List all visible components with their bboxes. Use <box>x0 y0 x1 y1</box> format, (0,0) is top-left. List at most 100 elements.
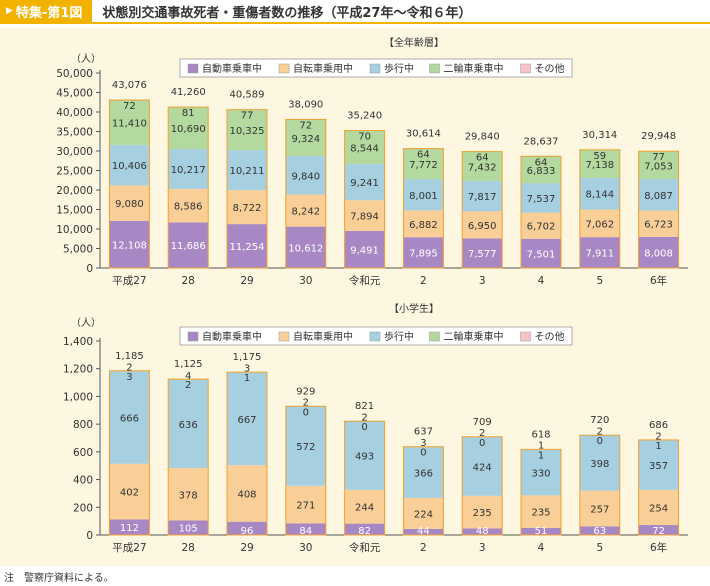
bar-outline <box>344 130 386 269</box>
data-label: 0 <box>420 448 426 459</box>
bar-segment <box>285 226 326 268</box>
data-label: 8,242 <box>291 207 320 218</box>
bar-outline <box>638 150 680 269</box>
bar-segment <box>285 119 326 157</box>
bar-segment <box>521 449 561 496</box>
y-tick-label: 200 <box>73 502 93 514</box>
data-label: 7,894 <box>350 212 379 223</box>
data-label: 0 <box>479 438 485 449</box>
bar-segment <box>462 180 503 212</box>
bar-segment <box>344 130 385 165</box>
category-label: 29 <box>240 275 253 287</box>
total-label: 35,240 <box>347 111 382 122</box>
bar-segment <box>638 210 679 237</box>
y-tick-label: 30,000 <box>56 146 93 158</box>
bar-segment <box>403 497 444 529</box>
total-label: 618 <box>531 429 550 440</box>
y-tick-label: 800 <box>73 419 93 431</box>
data-label: 244 <box>355 503 374 514</box>
bar-outline <box>285 118 327 269</box>
legend-swatch <box>369 331 381 342</box>
data-label: 254 <box>649 503 668 514</box>
bar-segment <box>579 526 620 535</box>
data-label: 2 <box>655 431 661 442</box>
bar-segment <box>168 149 209 189</box>
y-tick-label: 1,000 <box>63 391 93 403</box>
bar-outline <box>226 371 268 536</box>
total-label: 29,948 <box>641 131 676 142</box>
data-label: 82 <box>358 526 371 537</box>
bar-outline <box>167 378 209 536</box>
data-label: 330 <box>531 469 550 480</box>
data-label: 235 <box>473 508 492 519</box>
bar-segment <box>344 421 385 490</box>
total-label: 40,589 <box>230 90 265 101</box>
bar-segment <box>344 230 385 268</box>
data-label: 424 <box>473 462 492 473</box>
data-label: 70 <box>358 132 371 143</box>
data-label: 572 <box>296 442 315 453</box>
category-label: 6年 <box>650 274 667 287</box>
legend-swatch <box>520 331 531 342</box>
data-label: 7,062 <box>585 219 614 230</box>
bar-segment <box>109 519 150 535</box>
data-label: 2 <box>361 413 367 424</box>
data-label: 0 <box>303 407 309 418</box>
total-label: 709 <box>473 417 492 428</box>
total-label: 929 <box>296 386 315 397</box>
data-label: 408 <box>237 489 256 500</box>
bar-segment <box>521 238 561 268</box>
category-label: 4 <box>538 542 545 554</box>
bar-segment <box>109 100 150 145</box>
data-label: 84 <box>299 526 312 537</box>
bar-segment <box>462 528 503 535</box>
bar-outline <box>638 439 680 536</box>
bar-segment <box>403 179 444 211</box>
bar-segment <box>521 527 561 535</box>
bar-outline <box>226 109 268 269</box>
data-label: 96 <box>241 526 254 537</box>
bar-segment <box>403 528 444 535</box>
data-label: 9,324 <box>291 134 320 145</box>
total-label: 38,090 <box>288 99 323 110</box>
data-label: 72 <box>123 101 136 112</box>
chart-panel: 【全年齢層】 （人） 0 5,000 10,000 15,000 20,000 25,000 3… <box>0 28 710 566</box>
data-label: 0 <box>597 436 603 447</box>
total-label: 637 <box>414 427 433 438</box>
bar-segment <box>579 177 620 210</box>
data-label: 398 <box>590 459 609 470</box>
data-label: 81 <box>182 108 195 119</box>
data-label: 6,950 <box>468 221 497 232</box>
y-tick-label: 400 <box>73 475 93 487</box>
bar-segment <box>403 148 444 180</box>
data-label: 7,501 <box>527 249 556 260</box>
data-label: 6,882 <box>409 220 438 231</box>
category-label: 6年 <box>650 541 667 554</box>
bar-segment <box>227 110 267 151</box>
data-label: 8,001 <box>409 191 438 202</box>
data-label: 10,211 <box>230 166 265 177</box>
category-label: 3 <box>479 275 486 287</box>
bar-segment <box>403 237 444 268</box>
data-label: 48 <box>476 526 489 537</box>
data-label: 3 <box>420 438 426 449</box>
data-label: 402 <box>120 488 139 499</box>
data-label: 105 <box>179 524 198 535</box>
data-label: 2 <box>597 427 603 438</box>
data-label: 271 <box>296 501 315 512</box>
bar-outline <box>520 448 562 536</box>
bar-segment <box>462 238 503 268</box>
legend-entry: 歩行中 <box>384 62 414 75</box>
data-label: 1 <box>538 441 544 452</box>
bar-segment <box>638 151 679 180</box>
data-label: 6,723 <box>644 220 673 231</box>
bar-outline <box>167 106 209 269</box>
data-label: 8,144 <box>585 190 614 201</box>
bar-segment <box>168 468 209 521</box>
bar-segment <box>109 144 150 186</box>
bar-segment <box>462 151 503 181</box>
data-label: 224 <box>414 509 433 520</box>
y-tick-label: 10,000 <box>56 224 93 236</box>
legend-swatch <box>429 331 440 342</box>
legend-swatch <box>278 63 290 74</box>
